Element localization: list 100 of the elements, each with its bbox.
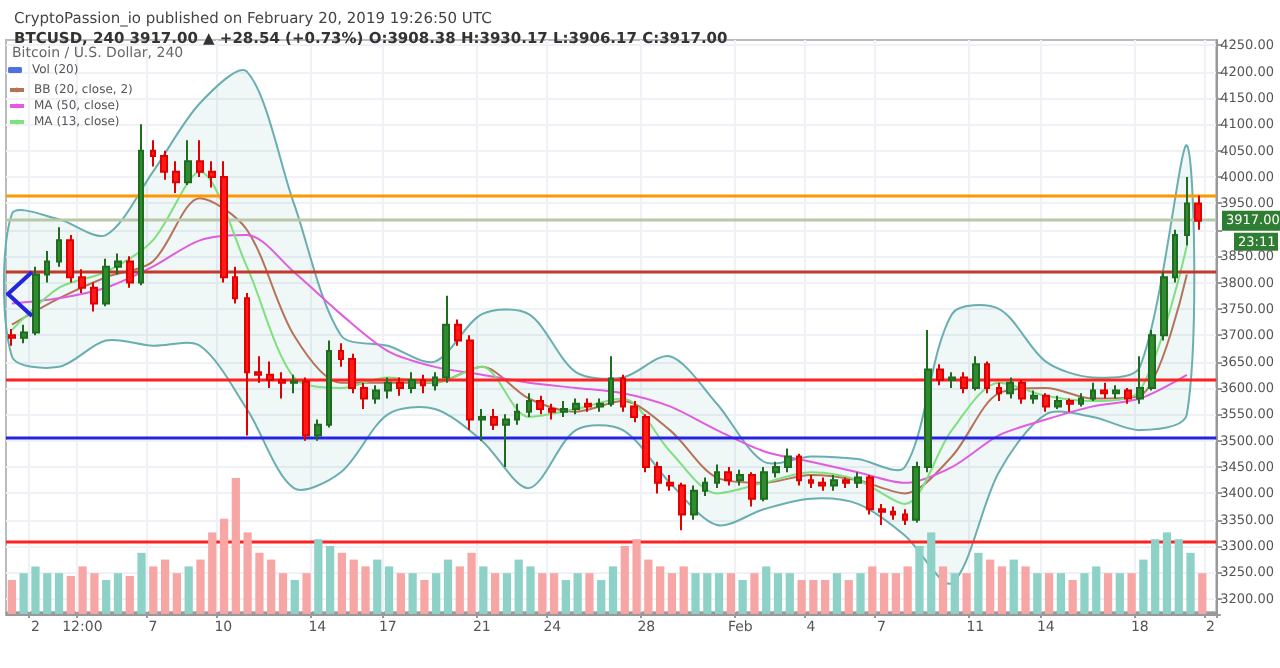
- line-series: [10, 234, 1188, 484]
- bar: [585, 573, 594, 614]
- bar: [373, 559, 382, 614]
- candlestick: [702, 476, 708, 498]
- candlestick: [220, 160, 228, 284]
- candlestick: [432, 371, 438, 392]
- bar: [278, 573, 288, 614]
- bar: [172, 573, 182, 614]
- candlestick: [20, 323, 28, 345]
- bar: [844, 580, 853, 614]
- bar: [750, 573, 759, 614]
- bar: [184, 566, 193, 614]
- candlestick: [372, 384, 380, 405]
- candlestick: [150, 139, 156, 168]
- bar: [149, 566, 158, 614]
- candlestick: [138, 123, 144, 287]
- bar: [479, 566, 488, 614]
- candlestick: [1136, 355, 1144, 405]
- candlestick: [924, 328, 932, 474]
- candlestick: [642, 413, 650, 474]
- bar: [219, 518, 229, 614]
- bar: [903, 566, 912, 614]
- candlestick: [514, 402, 520, 426]
- bar: [1009, 559, 1018, 614]
- bar: [879, 573, 889, 614]
- candlestick: [714, 463, 720, 490]
- candlestick: [90, 281, 98, 313]
- bar: [573, 573, 582, 614]
- candlestick: [1112, 384, 1120, 400]
- candlestick: [208, 160, 216, 189]
- bar: [549, 573, 559, 614]
- bar: [667, 573, 677, 614]
- candlestick: [338, 342, 344, 368]
- candlestick: [654, 460, 662, 495]
- bar: [113, 573, 123, 614]
- bar: [443, 559, 453, 614]
- bar: [491, 573, 500, 614]
- bar: [597, 580, 606, 614]
- bar: [974, 552, 983, 614]
- candlestick: [878, 502, 886, 527]
- candlestick: [548, 402, 556, 421]
- candlestick: [490, 408, 498, 432]
- candlestick: [102, 257, 110, 308]
- bar: [54, 573, 64, 614]
- bar: [1068, 580, 1077, 614]
- candlestick: [912, 460, 920, 524]
- bar: [1033, 573, 1042, 614]
- bar: [7, 580, 17, 614]
- candlestick: [1006, 376, 1014, 400]
- bar: [938, 566, 948, 614]
- bar: [762, 566, 771, 614]
- candlestick: [1148, 328, 1156, 392]
- candlestick: [454, 318, 462, 347]
- candlestick: [408, 371, 416, 395]
- candlestick: [314, 418, 322, 442]
- candlestick: [890, 505, 896, 521]
- bar: [773, 573, 783, 614]
- candlestick: [478, 408, 486, 442]
- candlestick: [678, 481, 686, 532]
- candlestick: [1194, 194, 1202, 231]
- candlestick: [172, 160, 180, 194]
- candlestick: [784, 447, 792, 474]
- candlestick: [818, 476, 826, 492]
- candlestick: [1054, 394, 1062, 411]
- bar: [432, 573, 441, 614]
- candlestick: [760, 466, 768, 503]
- candlestick: [572, 397, 580, 416]
- candlestick: [290, 373, 298, 395]
- candlestick: [560, 400, 568, 418]
- candlestick: [724, 466, 732, 487]
- bar: [125, 575, 134, 614]
- bar: [714, 573, 724, 614]
- candlestick: [8, 327, 16, 347]
- candlestick: [842, 476, 850, 490]
- candlestick: [796, 452, 802, 487]
- candlestick: [78, 268, 86, 295]
- bar: [1021, 566, 1030, 614]
- candlestick: [126, 255, 134, 289]
- candlestick: [772, 460, 780, 479]
- candlestick: [1090, 381, 1096, 403]
- bar: [420, 580, 429, 614]
- bar: [962, 573, 971, 614]
- candlestick: [1184, 176, 1190, 247]
- bar: [1127, 573, 1136, 614]
- candlestick: [184, 139, 192, 186]
- candlestick: [384, 376, 392, 400]
- bar: [1044, 573, 1054, 614]
- bar: [856, 573, 865, 614]
- bar: [950, 573, 959, 614]
- bar: [738, 580, 747, 614]
- candlestick: [44, 249, 50, 284]
- bar: [608, 566, 618, 614]
- candlestick: [1030, 389, 1038, 405]
- bar: [868, 566, 877, 614]
- candlestick: [32, 265, 40, 337]
- candlestick: [1172, 228, 1178, 284]
- bar: [1162, 532, 1172, 614]
- candlestick: [666, 473, 674, 492]
- candlestick: [736, 468, 744, 487]
- bar: [656, 566, 665, 614]
